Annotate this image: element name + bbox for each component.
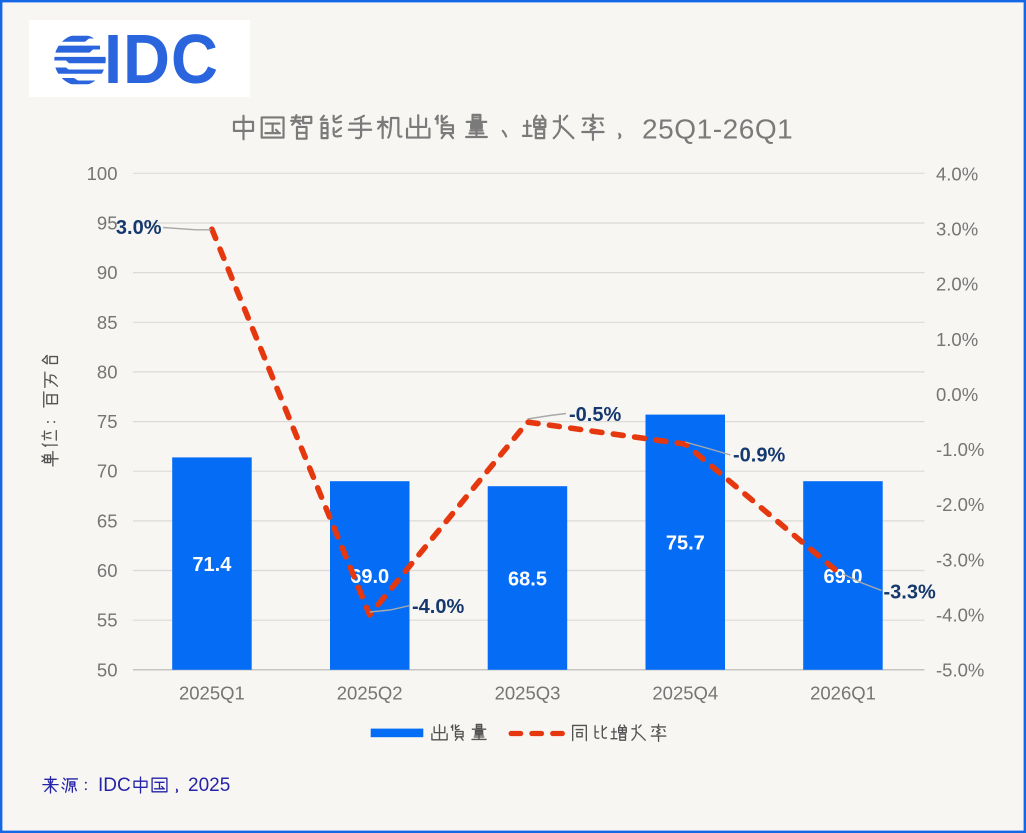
svg-text:69.0: 69.0 <box>824 566 863 588</box>
svg-text:70: 70 <box>97 461 118 482</box>
svg-text:3.0%: 3.0% <box>936 219 978 240</box>
svg-text:75.7: 75.7 <box>666 533 705 555</box>
svg-text:71.4: 71.4 <box>192 554 232 576</box>
svg-text:4.0%: 4.0% <box>936 164 978 185</box>
svg-text:-0.5%: -0.5% <box>569 404 621 426</box>
svg-text:90: 90 <box>97 262 118 283</box>
svg-text:2025Q4: 2025Q4 <box>652 683 718 704</box>
svg-text:2025Q2: 2025Q2 <box>337 683 403 704</box>
svg-text:100: 100 <box>87 163 118 184</box>
svg-text:1.0%: 1.0% <box>936 329 978 350</box>
svg-text:2025Q3: 2025Q3 <box>495 683 561 704</box>
svg-text:85: 85 <box>97 312 118 333</box>
svg-text:95: 95 <box>97 213 118 234</box>
svg-text:75: 75 <box>97 411 118 432</box>
svg-text:2.0%: 2.0% <box>936 274 978 295</box>
svg-text:65: 65 <box>97 510 118 531</box>
svg-text:2025Q1: 2025Q1 <box>179 683 245 704</box>
svg-text:-5.0%: -5.0% <box>936 660 984 681</box>
svg-text:55: 55 <box>97 610 118 631</box>
svg-text:IDC: IDC <box>98 775 131 796</box>
svg-text:-4.0%: -4.0% <box>412 596 464 618</box>
svg-text:68.5: 68.5 <box>508 568 547 590</box>
svg-text:25Q1-26Q1: 25Q1-26Q1 <box>642 114 793 145</box>
svg-text:-1.0%: -1.0% <box>936 439 984 460</box>
svg-text:2025: 2025 <box>188 775 230 796</box>
svg-text:3.0%: 3.0% <box>116 217 162 239</box>
svg-text:IDC: IDC <box>104 21 219 98</box>
svg-text:60: 60 <box>97 560 118 581</box>
svg-text:-3.3%: -3.3% <box>884 582 936 604</box>
svg-text:-3.0%: -3.0% <box>936 549 984 570</box>
svg-text:0.0%: 0.0% <box>936 384 978 405</box>
svg-text:80: 80 <box>97 361 118 382</box>
svg-text:69.0: 69.0 <box>350 566 389 588</box>
svg-text:2026Q1: 2026Q1 <box>810 683 876 704</box>
svg-text:-2.0%: -2.0% <box>936 494 984 515</box>
svg-text:50: 50 <box>97 659 118 680</box>
svg-text:-0.9%: -0.9% <box>733 445 785 467</box>
svg-text:-4.0%: -4.0% <box>936 604 984 625</box>
